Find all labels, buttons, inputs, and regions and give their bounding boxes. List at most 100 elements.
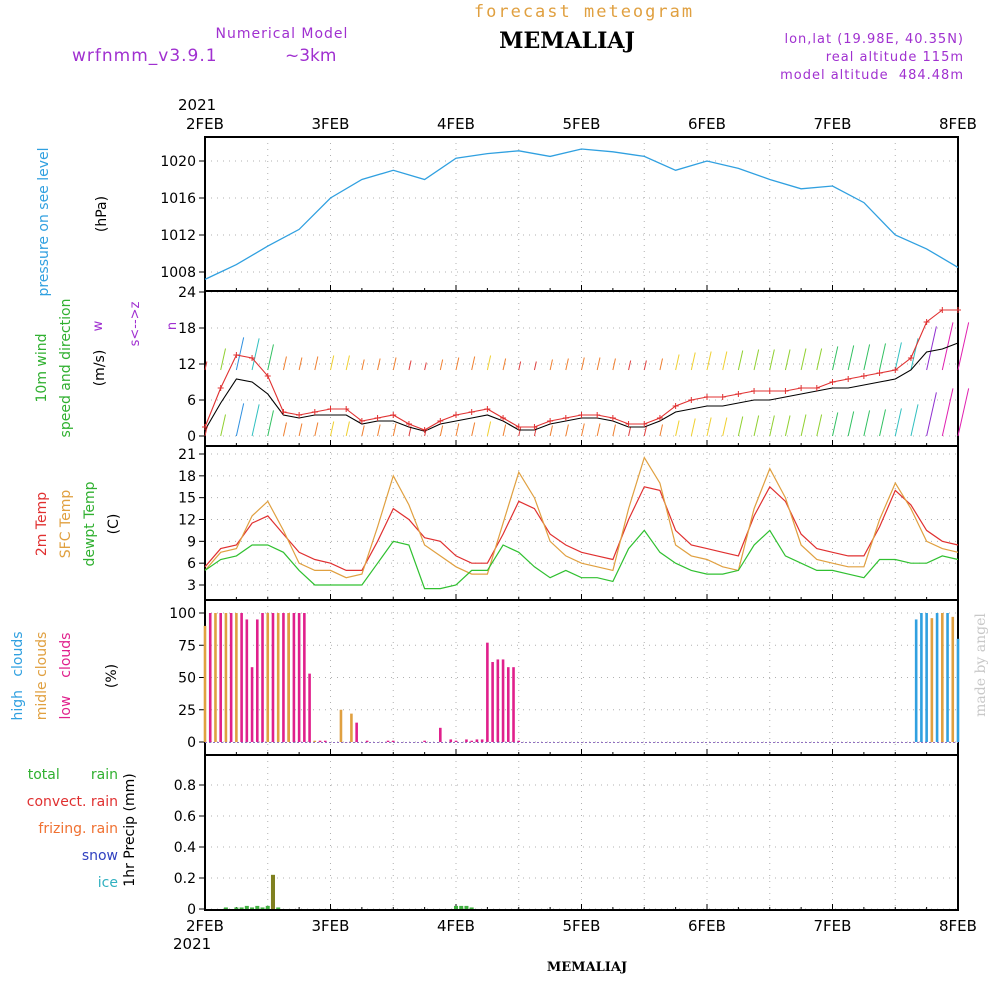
wind-arrow <box>314 422 319 437</box>
wind-arrow <box>565 358 569 371</box>
top-day-label: 4FEB <box>437 115 475 133</box>
wind-arrow <box>455 357 460 371</box>
wind-arrow <box>549 425 553 437</box>
wind-arrow <box>675 354 680 371</box>
cloud-bar <box>224 613 228 742</box>
bottom-year: 2021 <box>173 935 211 953</box>
bottom-day-label: 8FEB <box>939 917 977 935</box>
pressure-line <box>204 148 959 280</box>
clouds-ytick-label: 0 <box>187 735 196 751</box>
wind-gust-point <box>217 385 224 391</box>
wind-arrow <box>549 359 553 371</box>
cloud-bar <box>517 740 521 742</box>
wind-arrow <box>392 357 397 371</box>
cloud-bar <box>914 619 918 742</box>
cloud-bar <box>287 613 290 742</box>
bottom-day-label: 3FEB <box>312 917 350 935</box>
cloud-bar <box>318 740 322 742</box>
wind-arrow <box>565 424 569 437</box>
cloud-bar <box>454 740 458 742</box>
wind-arrow <box>502 424 507 437</box>
cloud-bar <box>486 642 489 742</box>
bottom-day-label: 5FEB <box>563 917 601 935</box>
cloud-bar <box>449 739 453 742</box>
wind-gust-point <box>688 397 695 403</box>
wind-gust-point <box>813 385 820 391</box>
precip-label-convect: convect. rain <box>27 794 118 810</box>
cloud-bar <box>350 713 353 742</box>
top-day-label: 8FEB <box>939 115 977 133</box>
precip-bar <box>250 907 255 909</box>
wind-arrow <box>408 360 412 371</box>
wind-arrow <box>659 358 663 371</box>
wind-arrow <box>957 322 970 371</box>
wind-arrow <box>345 421 350 437</box>
cloud-bar <box>920 613 923 742</box>
lonlat: lon,lat (19.98E, 40.35N) <box>784 32 964 47</box>
wind-arrow <box>628 360 632 371</box>
precip-bar <box>270 874 275 909</box>
cloud-bar <box>313 740 317 742</box>
pressure-ytick-label: 1016 <box>160 191 196 207</box>
wind-ytick-label: 12 <box>178 357 196 373</box>
model-resolution: ~3km <box>285 46 336 66</box>
wind-arrow <box>753 349 760 371</box>
clouds-ytick-label: 100 <box>169 606 196 622</box>
pressure-unit: (hPa) <box>94 196 110 232</box>
wind-arrow <box>424 362 427 371</box>
wind-gust-point <box>907 355 914 361</box>
wind-arrow <box>361 425 365 437</box>
temp-panel: 3 6 9 12 15 18 21 <box>178 445 959 601</box>
wind-arrow <box>769 349 775 371</box>
cloud-bar <box>439 727 442 742</box>
wind-dir-arrows: s<-->z <box>128 301 143 346</box>
precip-bars <box>223 874 474 909</box>
wind-arrow <box>408 426 412 437</box>
wind-gust-point <box>202 424 208 430</box>
temp-ytick-label: 12 <box>178 513 196 529</box>
pressure-label: pressure on see level <box>36 147 52 296</box>
cloud-bar <box>308 673 311 742</box>
wind-arrow <box>832 346 839 371</box>
wind-gust-point <box>358 418 365 424</box>
precip-bar <box>265 905 270 909</box>
cloud-bar <box>219 613 222 742</box>
wind-gust-point <box>531 424 538 430</box>
precip-label-snow: snow <box>82 848 118 864</box>
subtitle: forecast meteogram <box>474 2 694 22</box>
wind-gust-point <box>280 409 287 415</box>
top-day-label: 6FEB <box>688 115 726 133</box>
pressure-labels: pressure on see level (hPa) <box>36 147 110 296</box>
wind-ytick-label: 24 <box>178 285 196 301</box>
wind-arrow <box>769 415 775 437</box>
wind-gust-point <box>876 370 883 376</box>
wind-gust-point <box>656 415 663 421</box>
wind-arrow <box>314 356 319 371</box>
wind-gust-point <box>233 352 240 358</box>
wind-gust-point <box>374 415 381 421</box>
wind-arrow <box>330 355 335 371</box>
wind-arrow <box>706 351 712 371</box>
wind-gust-point <box>751 388 758 394</box>
cloud-bar <box>261 613 264 742</box>
top-day-label: 7FEB <box>814 115 852 133</box>
bottom-day-label: 4FEB <box>437 917 475 935</box>
wind-arrow <box>282 356 287 371</box>
precip-bar <box>469 907 474 909</box>
top-year: 2021 <box>178 96 216 114</box>
precip-bar <box>459 905 464 909</box>
cloud-bar <box>423 740 426 742</box>
wind-arrow <box>643 360 647 371</box>
temp-label-2: SFC Temp <box>58 490 74 559</box>
precip-bar <box>260 907 265 909</box>
wind-arrow <box>220 348 226 371</box>
cloud-bar <box>951 616 955 742</box>
wind-gust-point <box>547 418 554 424</box>
temp-unit: (C) <box>106 514 122 535</box>
wind-arrow <box>863 344 871 371</box>
precip-bar <box>223 907 228 909</box>
wind-ytick-label: 0 <box>187 429 196 445</box>
wind-arrow <box>753 415 760 437</box>
wind-gust-point <box>421 427 428 433</box>
cloud-bar <box>946 613 949 742</box>
